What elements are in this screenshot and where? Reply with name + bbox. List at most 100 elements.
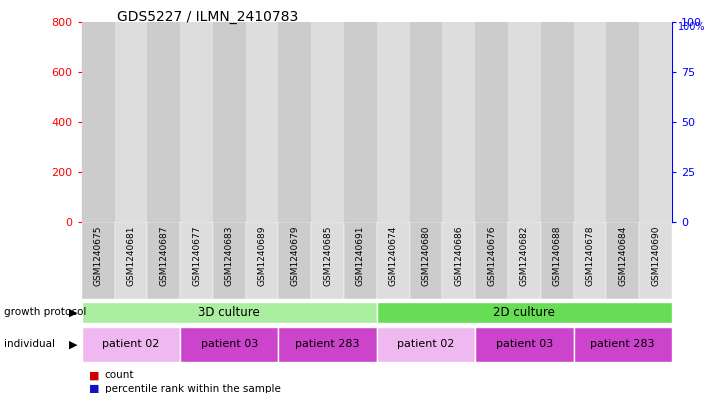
Bar [541,22,574,222]
Text: GSM1240685: GSM1240685 [324,226,332,286]
Point [257,61,268,67]
Bar [185,158,208,222]
Bar [447,187,470,222]
Bar [475,222,508,299]
Point [158,40,169,47]
Bar [574,222,606,299]
Text: patient 03: patient 03 [496,340,553,349]
Text: percentile rank within the sample: percentile rank within the sample [105,384,280,393]
Bar [475,22,508,222]
Bar [639,22,672,222]
Bar [344,222,377,299]
Bar [246,22,279,222]
Point [92,44,104,51]
Point [486,141,497,147]
Text: count: count [105,370,134,380]
Bar [377,22,410,222]
Bar [574,22,606,222]
Text: GDS5227 / ILMN_2410783: GDS5227 / ILMN_2410783 [117,10,299,24]
Bar [147,222,180,299]
Bar [579,182,602,222]
Text: GSM1240674: GSM1240674 [389,226,397,286]
Bar [382,184,405,222]
Text: GSM1240681: GSM1240681 [127,226,135,286]
Bar [82,22,114,222]
Text: GSM1240687: GSM1240687 [159,226,169,286]
Bar [442,222,475,299]
Text: GSM1240686: GSM1240686 [454,226,464,286]
Bar [377,222,410,299]
Text: 100%: 100% [678,22,705,31]
Point [223,61,235,67]
Text: individual: individual [4,340,55,349]
Point [453,84,464,91]
Bar [114,222,147,299]
Bar [246,222,279,299]
Bar [82,327,180,362]
Point [584,75,596,81]
Bar [311,222,344,299]
Text: ■: ■ [89,384,100,393]
Bar [316,29,339,222]
Bar [119,64,142,222]
Text: ▶: ▶ [69,307,77,318]
Text: GSM1240689: GSM1240689 [257,226,267,286]
Text: GSM1240676: GSM1240676 [487,226,496,286]
Bar [480,198,503,222]
Point [420,75,432,81]
Text: GSM1240682: GSM1240682 [520,226,529,286]
Bar [344,22,377,222]
Bar [279,222,311,299]
Text: ■: ■ [89,370,100,380]
Bar [250,158,274,222]
Text: GSM1240691: GSM1240691 [356,226,365,286]
Bar [284,61,306,222]
Point [125,44,137,51]
Text: GSM1240688: GSM1240688 [552,226,562,286]
Text: patient 283: patient 283 [295,340,360,349]
Bar [180,22,213,222]
Text: 3D culture: 3D culture [198,306,260,319]
Bar [152,44,175,222]
Bar [541,222,574,299]
Text: GSM1240690: GSM1240690 [651,226,660,286]
Bar [377,302,672,323]
Bar [508,22,541,222]
Bar [82,302,377,323]
Text: GSM1240683: GSM1240683 [225,226,234,286]
Bar [82,222,114,299]
Point [552,119,563,125]
Text: GSM1240678: GSM1240678 [585,226,594,286]
Point [322,40,333,47]
Text: 2D culture: 2D culture [493,306,555,319]
Bar [475,327,574,362]
Bar [349,44,372,222]
Bar [644,184,667,222]
Text: GSM1240675: GSM1240675 [94,226,102,286]
Point [289,46,301,53]
Point [617,83,629,89]
Point [355,40,366,47]
Text: patient 02: patient 02 [102,340,160,349]
Text: GSM1240679: GSM1240679 [290,226,299,286]
Bar [611,186,634,222]
Bar [279,327,377,362]
Bar [545,197,569,222]
Text: patient 283: patient 283 [590,340,655,349]
Bar [279,22,311,222]
Bar [180,327,279,362]
Text: patient 03: patient 03 [201,340,258,349]
Text: GSM1240680: GSM1240680 [422,226,430,286]
Point [387,79,399,85]
Bar [639,222,672,299]
Text: ▶: ▶ [69,340,77,349]
Bar [442,22,475,222]
Bar [574,327,672,362]
Bar [410,22,442,222]
Bar [508,222,541,299]
Bar [410,222,442,299]
Bar [180,222,213,299]
Point [518,139,530,145]
Bar [213,22,246,222]
Bar [415,182,437,222]
